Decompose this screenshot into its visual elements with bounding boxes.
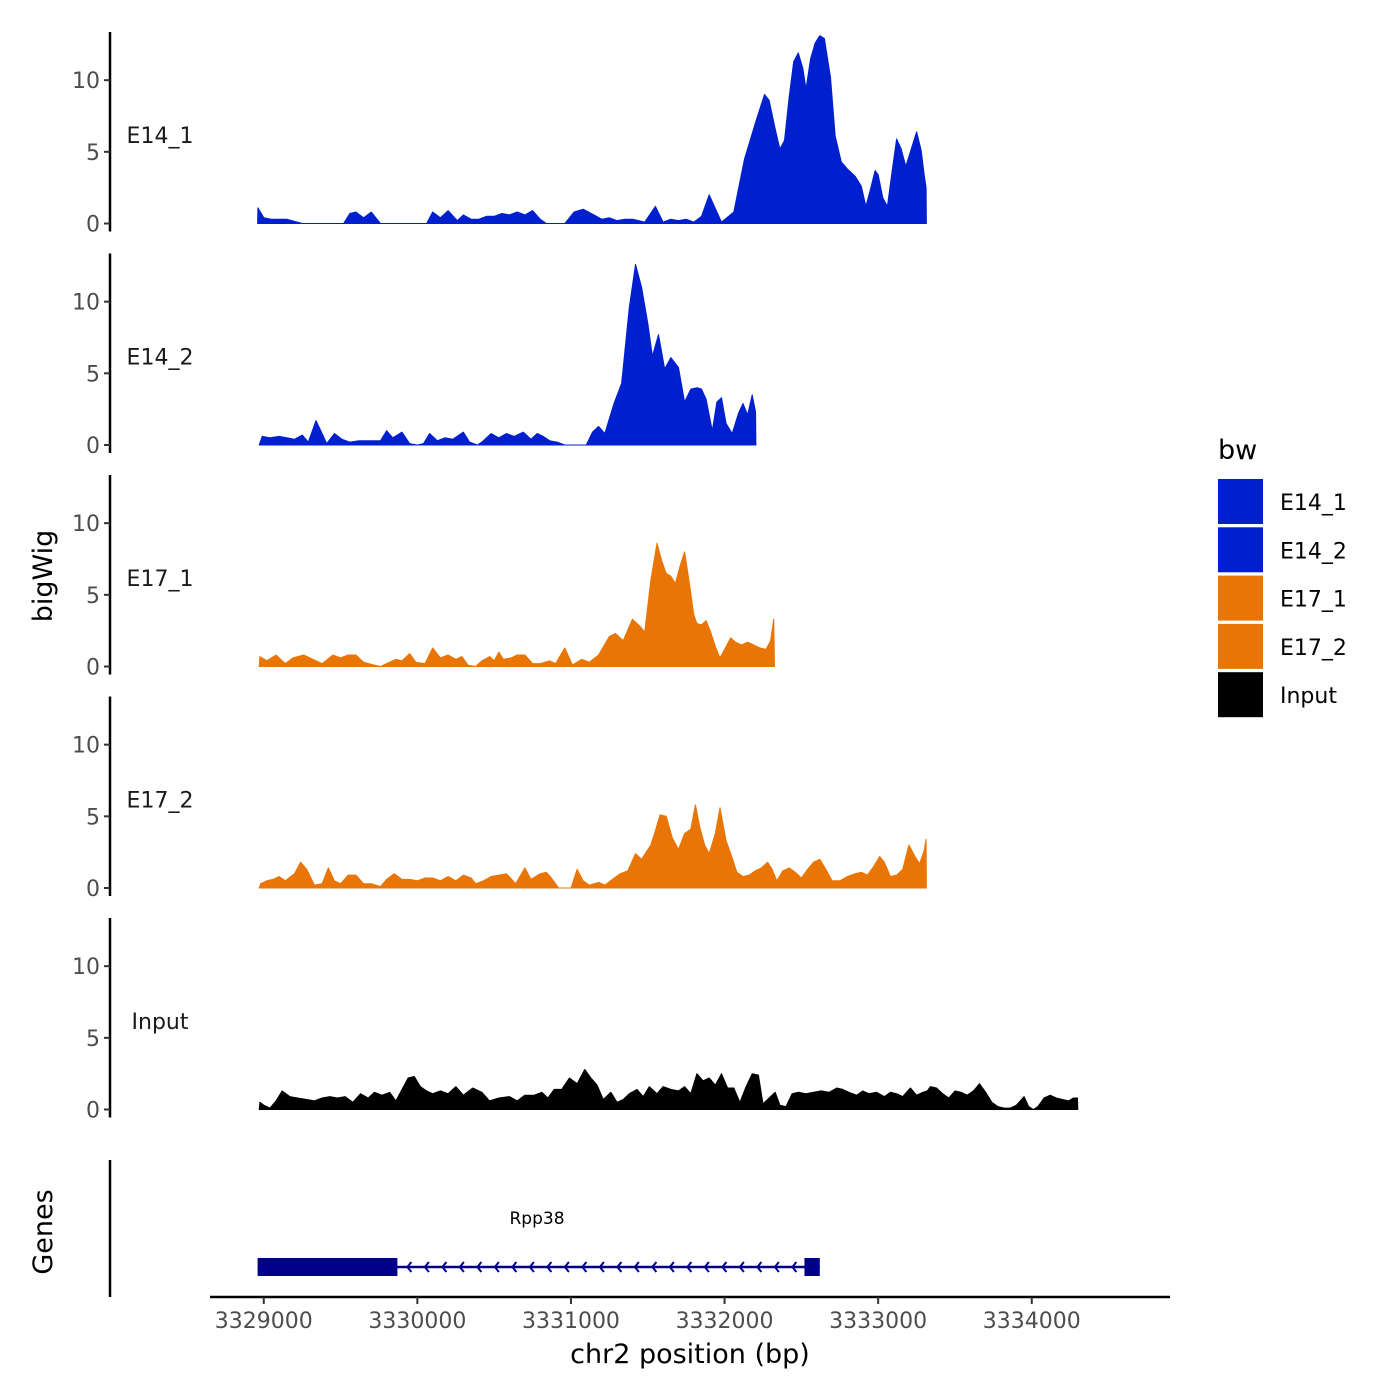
strand-arrow [476,1261,483,1273]
area-E17_1 [258,542,775,667]
strand-arrow [721,1261,728,1273]
x-tick-label: 3330000 [368,1309,466,1334]
y-tick-label: 0 [86,213,100,238]
legend-swatch-E17_2 [1218,623,1263,669]
strand-arrow [458,1261,465,1273]
strand-arrow [616,1261,623,1273]
gene-name-label: Rpp38 [509,1209,564,1229]
x-tick-label: 3333000 [829,1309,927,1334]
y-tick-label: 10 [72,512,100,537]
legend-title: bw [1218,435,1257,466]
strand-arrow [668,1261,675,1273]
track-E14_2: 0 5 10 E14_2 [72,253,757,459]
y-tick-label: 10 [72,69,100,94]
legend-swatch-Input [1218,672,1263,718]
y-tick-label: 0 [86,877,100,902]
track-label: E17_1 [127,567,194,592]
area-E17_2 [258,804,927,889]
track-label: E17_2 [127,789,194,814]
y-tick-label: 5 [86,141,100,166]
legend: bw E14_1 E14_2 E17_1 E17_2 Input [1218,435,1347,718]
legend-label: E17_2 [1280,636,1347,661]
x-axis-title: chr2 position (bp) [570,1339,810,1370]
strand-arrow [581,1261,588,1273]
strand-arrow [598,1261,605,1273]
gene-track: Rpp38 [108,1160,820,1297]
strand-arrow [703,1261,710,1273]
x-tick-label: 3329000 [215,1309,313,1334]
genes-track-title: Genes [28,1189,59,1274]
strand-arrow [423,1261,430,1273]
strand-arrow [546,1261,553,1273]
y-tick-label: 0 [86,1099,100,1124]
strand-arrow [756,1261,763,1273]
track-label: E14_1 [127,124,194,149]
x-tick-label: 3332000 [676,1309,774,1334]
strand-arrow [528,1261,535,1273]
track-E17_1: 0 5 10 E17_1 [72,475,775,681]
legend-swatch-E17_1 [1218,575,1263,621]
y-tick-label: 5 [86,584,100,609]
strand-arrow [773,1261,780,1273]
gene-exon [257,1258,398,1276]
strand-arrow [738,1261,745,1273]
area-E14_1 [257,35,927,224]
legend-label: Input [1280,684,1337,709]
y-axis-title: bigWig [28,530,59,623]
y-tick-label: 10 [72,955,100,980]
track-label: E14_2 [127,346,194,371]
strand-arrow [791,1261,798,1273]
y-tick-label: 10 [72,734,100,759]
y-tick-label: 5 [86,805,100,830]
x-tick-label: 3331000 [522,1309,620,1334]
track-E14_1: 0 5 10 E14_1 [72,32,927,238]
strand-arrow [633,1261,640,1273]
y-tick-label: 10 [72,291,100,316]
strand-arrow [651,1261,658,1273]
strand-arrow [511,1261,518,1273]
coverage-tracks: 0 5 10 E14_1 0 5 10 E14_2 0 5 10 E17_1 0 5 10 E17_2 0 5 10… [72,32,1079,1124]
y-tick-label: 0 [86,656,100,681]
strand-arrow [493,1261,500,1273]
x-axis: 3329000 3330000 3331000 3332000 3333000 33340… [210,1295,1170,1334]
legend-label: E14_2 [1280,539,1347,564]
x-tick-label: 3334000 [983,1309,1081,1334]
track-label: Input [132,1010,189,1035]
strand-arrow [406,1261,413,1273]
legend-label: E17_1 [1280,588,1347,613]
strand-arrow [441,1261,448,1273]
strand-arrow [686,1261,693,1273]
legend-swatch-E14_1 [1218,479,1263,524]
track-Input: 0 5 10 Input [72,918,1079,1124]
gene-exon [804,1258,820,1276]
y-tick-label: 0 [86,434,100,459]
track-E17_2: 0 5 10 E17_2 [72,696,927,902]
strand-arrow [563,1261,570,1273]
legend-label: E14_1 [1280,491,1347,516]
y-tick-label: 5 [86,1027,100,1052]
legend-swatch-E14_2 [1218,527,1263,573]
area-Input [258,1068,1079,1110]
y-tick-label: 5 [86,362,100,387]
area-E14_2 [258,263,757,446]
